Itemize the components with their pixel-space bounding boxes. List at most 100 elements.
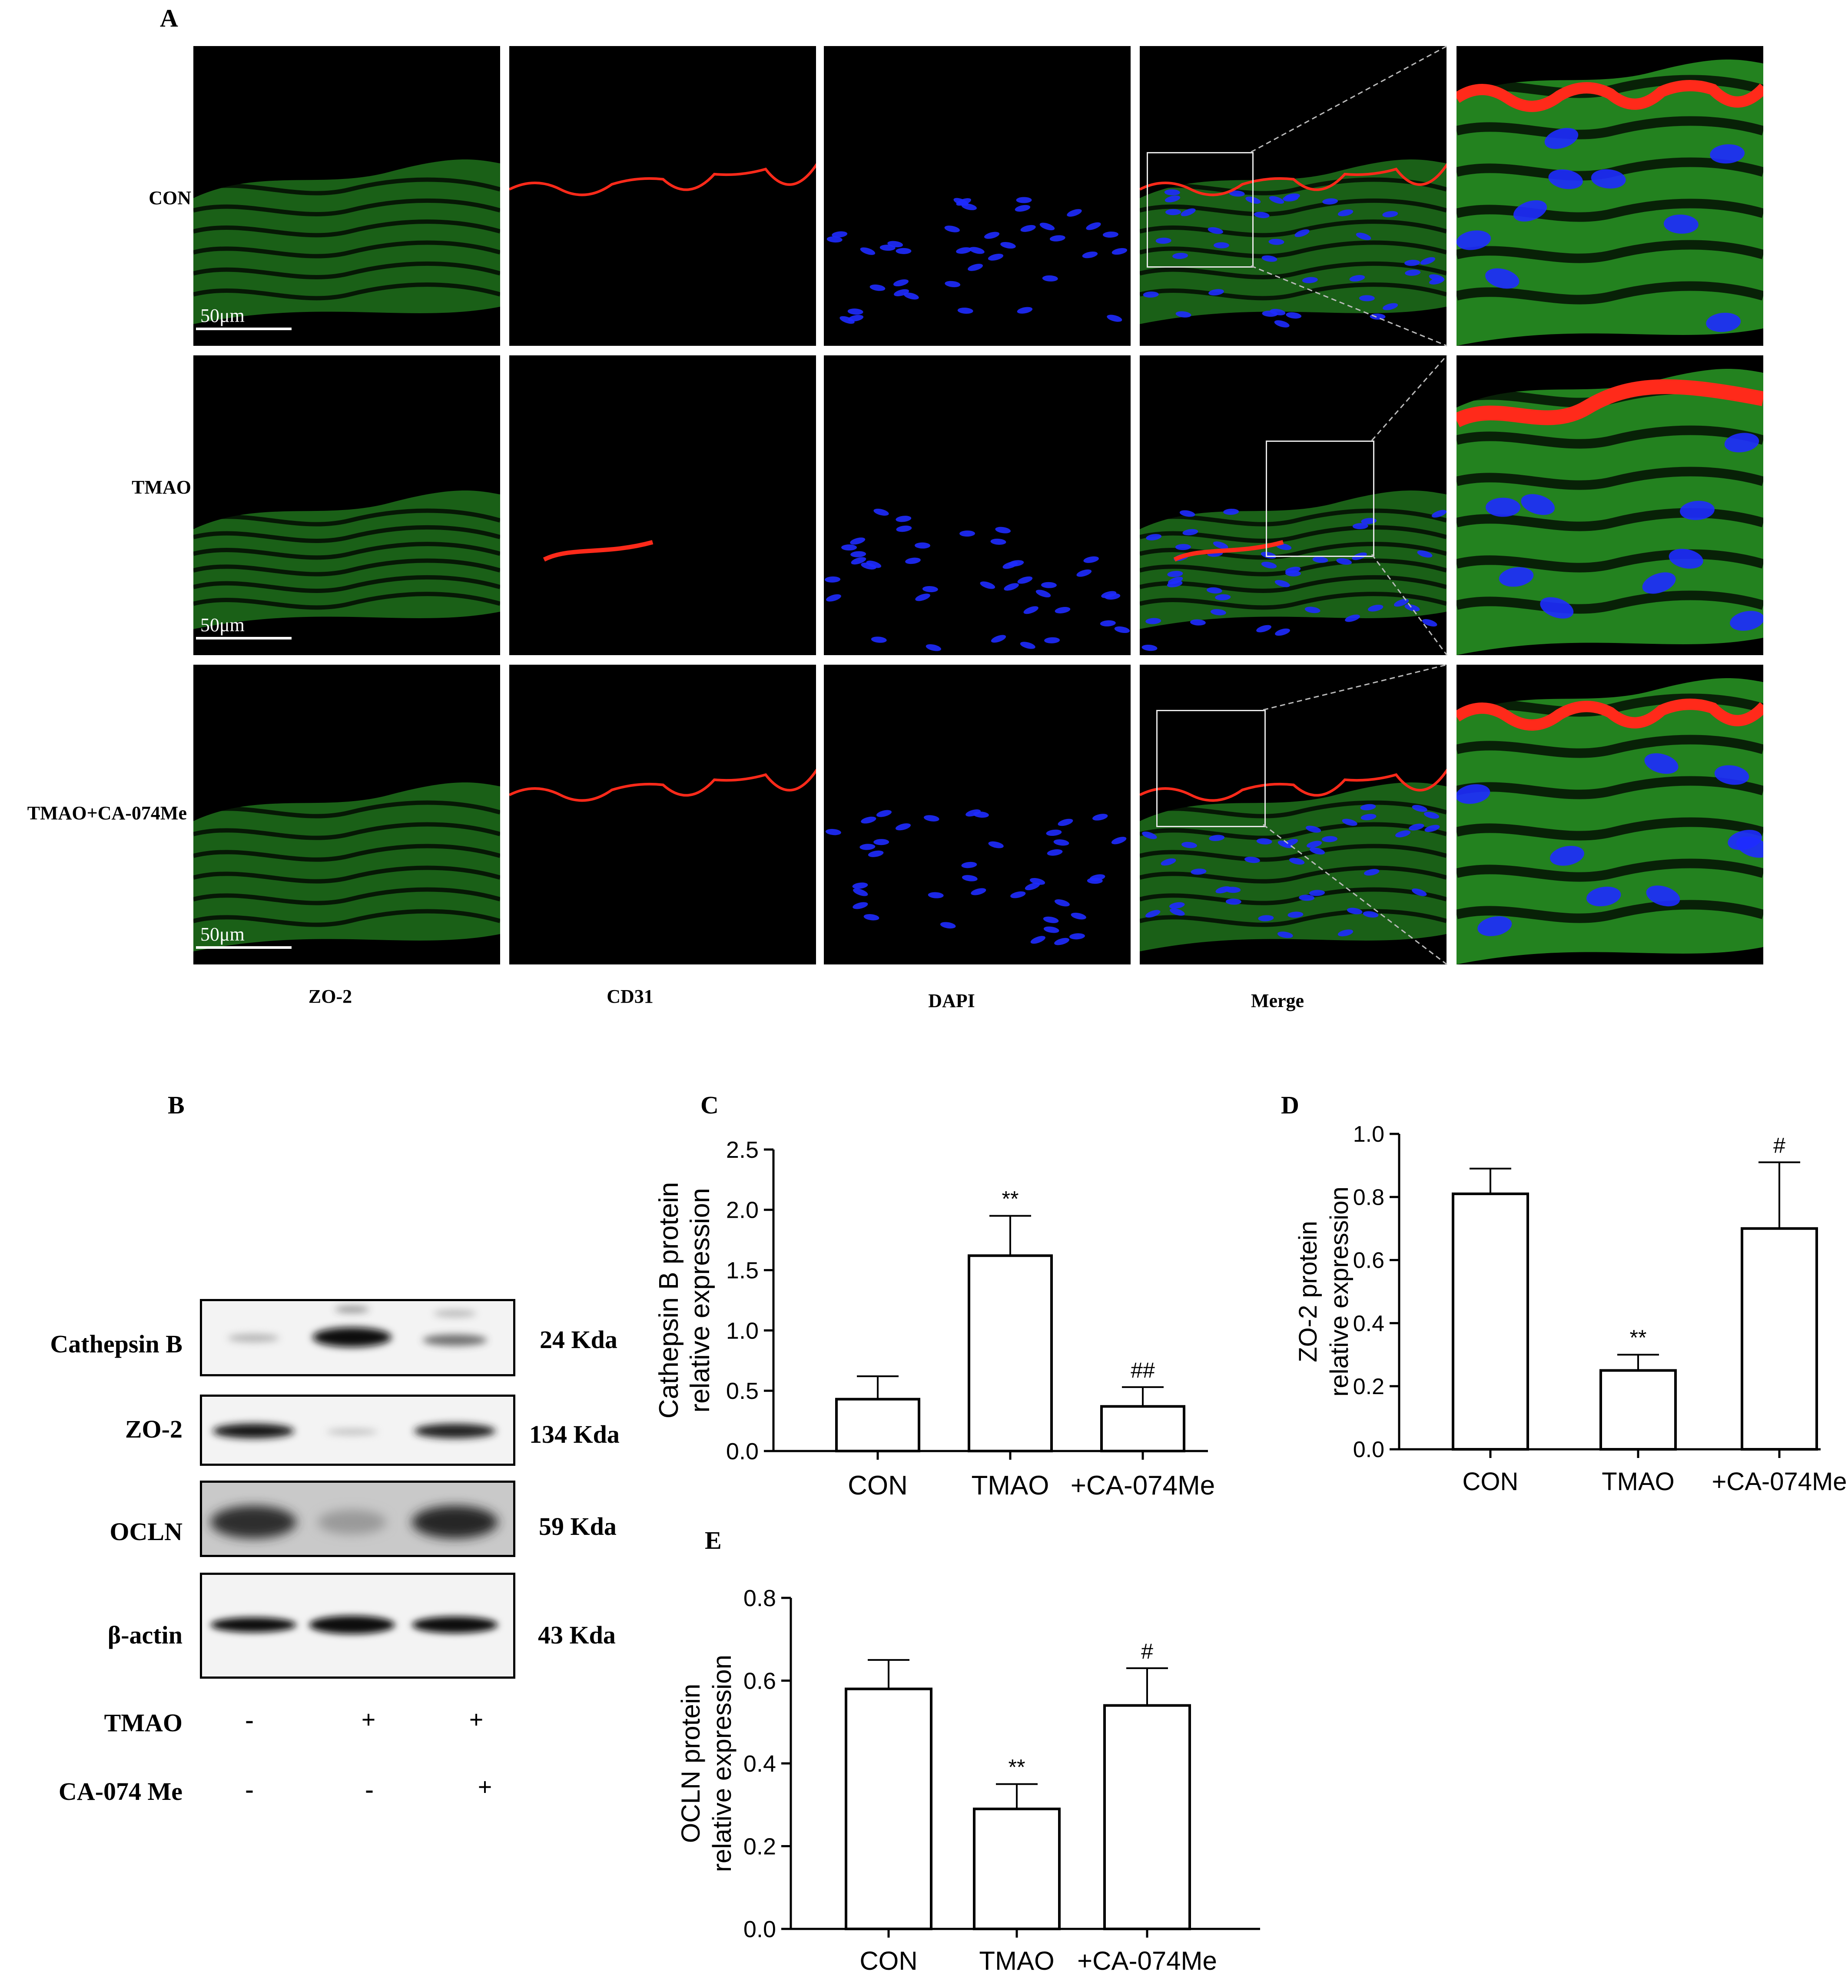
x-tick-label: CON [859,1946,917,1975]
bar [1100,1405,1185,1453]
row-label-con: CON [149,187,191,209]
panel-e-letter: E [705,1526,722,1554]
y-tick-label: 0.0 [1353,1437,1384,1462]
y-tick-label: 0.0 [726,1438,759,1464]
treatment-sign: + [361,1706,376,1734]
panel-c-letter: C [700,1091,719,1119]
y-axis-label: Cathepsin B protein [654,1182,684,1419]
significance-label: ** [1009,1755,1025,1779]
y-axis-label: relative expression [707,1655,737,1872]
y-tick-label: 0.8 [1353,1185,1384,1210]
col-label-dapi: DAPI [928,990,975,1011]
y-tick-label: 1.0 [1353,1122,1384,1147]
row-label-tmao: TMAO [132,477,191,498]
bar [1741,1227,1818,1451]
y-axis-label: relative expression [1325,1186,1354,1397]
treatment-sign: + [469,1706,484,1734]
x-tick-label: CON [1463,1468,1519,1496]
col-label-cd31: CD31 [607,986,654,1007]
micrograph-merge [1140,355,1447,655]
row-label-tmao-ca074me: TMAO+CA-074Me [27,802,187,824]
bar [1599,1369,1677,1451]
y-tick-label: 0.4 [743,1751,776,1777]
y-tick-label: 0.8 [743,1585,776,1611]
micrograph-dapi [824,355,1131,655]
micrograph-cd31 [509,665,816,964]
significance-label: # [1141,1639,1153,1663]
col-label-zo2: ZO-2 [308,986,352,1007]
y-tick-label: 1.5 [726,1258,759,1284]
blot-label-beta-actin: β-actin [107,1621,182,1649]
significance-label: ** [1630,1325,1647,1350]
x-tick-label: CON [848,1471,908,1501]
blot-cathepsin-b [200,1299,515,1376]
blot-label-cathepsin-b: Cathepsin B [50,1330,182,1358]
micrograph-dapi [824,665,1131,964]
micrograph-zo2: 50μm [193,665,500,964]
scale-bar-label: 50μm [200,924,245,945]
blot-size-ocln: 59 Kda [539,1512,617,1541]
micrograph-dapi [824,46,1131,346]
y-tick-label: 2.5 [726,1137,759,1163]
x-tick-label: +CA-074Me [1712,1468,1847,1496]
y-tick-label: 0.0 [743,1916,776,1942]
significance-label: # [1773,1133,1785,1157]
blot-size-cathepsin-b: 24 Kda [540,1325,617,1354]
blot-ocln [200,1481,515,1557]
micrograph-cd31 [509,46,816,346]
y-axis-label: ZO-2 protein [1294,1221,1322,1362]
zoom-region-box [1266,441,1374,557]
scale-bar [196,946,292,949]
micrograph-zo2: 50μm [193,355,500,655]
zoom-region-box [1156,710,1266,827]
blot-size-beta-actin: 43 Kda [538,1621,616,1649]
y-tick-label: 0.5 [726,1378,759,1404]
y-tick-label: 1.0 [726,1318,759,1344]
scale-bar-label: 50μm [200,614,245,636]
treatment-sign: - [245,1775,254,1803]
y-tick-label: 2.0 [726,1197,759,1223]
blot-label-zo2: ZO-2 [125,1415,182,1443]
micrograph-zo2: 50μm [193,46,500,346]
chart-zo2: 0.0 0.2 0.4 0.6 0.8 1.0 ZO-2 protein relative e… [1294,1122,1847,1496]
blot-label-ocln: OCLN [109,1518,182,1546]
scale-bar-label: 50μm [200,305,245,326]
chart-cathepsin-b: 0.0 0.5 1.0 1.5 2.0 2.5 Cathepsin B protein rel… [654,1137,1215,1501]
bar [835,1398,920,1453]
significance-label: ## [1131,1358,1155,1382]
y-tick-label: 0.2 [743,1833,776,1859]
treatment-label-ca074me: CA-074 Me [58,1777,182,1806]
blot-zo2 [200,1395,515,1466]
bar [845,1687,932,1930]
blot-beta-actin [200,1573,515,1679]
panel-d-letter: D [1281,1091,1299,1119]
micrograph-merge [1140,665,1447,964]
bar [968,1254,1053,1452]
bar [1452,1192,1529,1451]
x-tick-label: TMAO [1602,1468,1675,1496]
x-tick-label: TMAO [971,1471,1049,1501]
micrograph-merge [1140,46,1447,346]
significance-label: ** [1002,1187,1019,1211]
col-label-merge: Merge [1251,990,1304,1011]
y-tick-label: 0.2 [1353,1374,1384,1399]
y-axis-label: relative expression [685,1188,715,1413]
x-tick-label: +CA-074Me [1071,1471,1215,1501]
x-tick-label: TMAO [979,1946,1054,1975]
y-tick-label: 0.6 [743,1668,776,1694]
x-tick-label: +CA-074Me [1077,1946,1217,1975]
panel-b-letter: B [168,1091,185,1119]
micrograph-zoom [1457,665,1763,964]
micrograph-zoom [1457,46,1763,346]
treatment-sign: + [478,1773,492,1801]
micrograph-zoom [1457,355,1763,655]
blot-size-zo2: 134 Kda [529,1420,620,1448]
zoom-region-box [1147,152,1254,268]
y-tick-label: 0.4 [1353,1311,1384,1336]
y-tick-label: 0.6 [1353,1248,1384,1273]
treatment-label-tmao: TMAO [104,1709,182,1737]
bar [1103,1704,1191,1930]
y-axis-label: OCLN protein [676,1684,705,1843]
scale-bar [196,637,292,639]
treatment-sign: - [245,1706,254,1734]
